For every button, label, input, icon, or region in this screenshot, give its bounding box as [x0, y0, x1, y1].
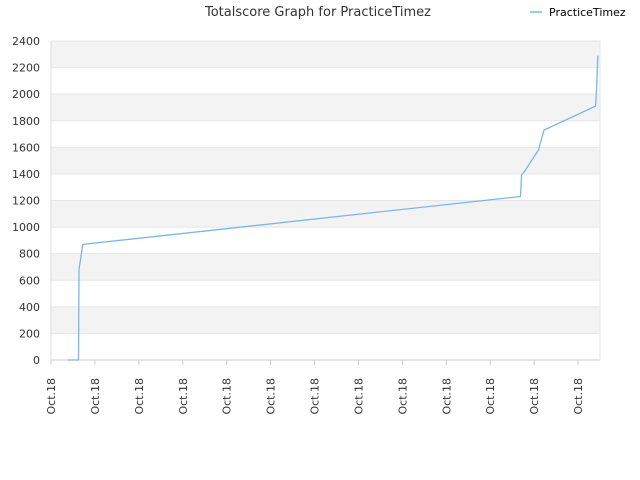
- y-tick-label: 1600: [12, 141, 40, 154]
- x-tick-label: Oct.18: [352, 378, 365, 415]
- y-tick-label: 2200: [12, 62, 40, 75]
- legend[interactable]: PracticeTimez: [530, 6, 626, 19]
- y-tick-label: 800: [19, 248, 40, 261]
- y-tick-label: 200: [19, 327, 40, 340]
- legend-label: PracticeTimez: [549, 6, 626, 19]
- series-line[interactable]: [67, 55, 599, 361]
- x-tick-label: Oct.18: [133, 378, 146, 415]
- chart-title: Totalscore Graph for PracticeTimez: [204, 5, 431, 20]
- grid-band: [51, 41, 600, 68]
- grid-band: [51, 306, 600, 334]
- grid-band: [51, 94, 600, 121]
- x-tick-label: Oct.18: [440, 378, 453, 415]
- x-tick-label: Oct.18: [572, 378, 585, 415]
- x-tick-label: Oct.18: [177, 378, 190, 415]
- series-layer: [67, 55, 599, 361]
- y-tick-label: 400: [19, 301, 40, 314]
- grid-band: [51, 200, 600, 228]
- x-axis: Oct.18 Oct.18 Oct.18 Oct.18 Oct.18 Oct.18 Oct.…: [45, 359, 600, 415]
- x-tick-label: Oct.18: [396, 378, 409, 415]
- y-axis: 0 200 400 600 800 1000 1200 1400 1600 1800 2000 220…: [12, 35, 601, 367]
- grid-band: [51, 147, 600, 174]
- y-tick-label: 1400: [12, 168, 40, 181]
- x-tick-label: Oct.18: [265, 378, 278, 415]
- x-tick-label: Oct.18: [45, 378, 58, 415]
- x-tick-label: Oct.18: [221, 378, 234, 415]
- y-tick-label: 2400: [12, 35, 40, 48]
- x-tick-label: Oct.18: [309, 378, 322, 415]
- y-tick-label: 600: [19, 274, 40, 287]
- x-tick-label: Oct.18: [484, 378, 497, 415]
- y-tick-label: 0: [33, 354, 40, 367]
- x-tick-label: Oct.18: [528, 378, 541, 415]
- y-tick-label: 1200: [12, 195, 40, 208]
- grid-bands: [51, 41, 600, 334]
- y-tick-label: 1000: [12, 221, 40, 234]
- grid-band: [51, 253, 600, 281]
- grid-lines: [51, 40, 600, 361]
- x-tick-label: Oct.18: [89, 378, 102, 415]
- y-tick-label: 2000: [12, 88, 40, 101]
- y-tick-label: 1800: [12, 115, 40, 128]
